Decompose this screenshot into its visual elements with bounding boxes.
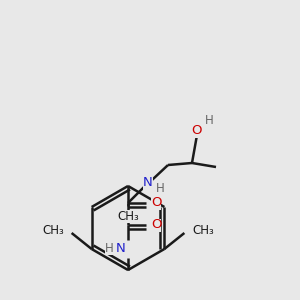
Text: H: H [156, 182, 164, 196]
Text: H: H [105, 242, 114, 254]
Text: N: N [116, 242, 126, 254]
Text: CH₃: CH₃ [117, 209, 139, 223]
Text: H: H [205, 115, 213, 128]
Text: O: O [192, 124, 202, 137]
Text: N: N [143, 176, 153, 190]
Text: CH₃: CH₃ [42, 224, 64, 236]
Text: CH₃: CH₃ [192, 224, 214, 236]
Text: O: O [151, 218, 161, 232]
Text: O: O [151, 196, 161, 209]
